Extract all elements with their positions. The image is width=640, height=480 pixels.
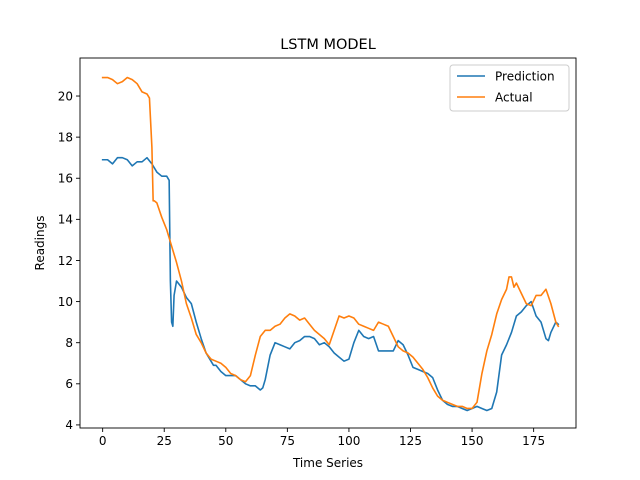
legend: Prediction Actual [449,64,570,112]
series-line-actual [101,76,560,410]
x-axis-label: Time Series [292,456,363,470]
series-layer [101,76,560,412]
x-tick-label: 25 [157,434,172,448]
axes: 0 25 50 75 100 125 150 175 4 6 8 10 12 14 16 18 20 [58,57,577,448]
legend-label-prediction: Prediction [495,69,555,83]
y-tick-label: 12 [58,254,73,268]
x-tick-label: 125 [399,434,422,448]
y-tick-label: 6 [65,377,73,391]
x-tick-label: 150 [461,434,484,448]
x-tick-label: 0 [99,434,107,448]
plot-background [80,58,576,428]
y-tick-label: 16 [58,172,73,186]
y-tick-label: 14 [58,213,73,227]
y-axis-label: Readings [33,216,47,271]
y-tick-label: 8 [65,336,73,350]
x-tick-label: 100 [337,434,360,448]
x-tick-label: 175 [522,434,545,448]
plot-frame [79,57,577,429]
chart-title: LSTM MODEL [280,37,376,53]
plot-area [80,58,576,428]
y-tick-label: 10 [58,295,73,309]
series-line-prediction [101,156,560,412]
legend-label-actual: Actual [495,90,533,104]
x-tick-label: 50 [218,434,233,448]
y-tick-label: 4 [65,418,73,432]
y-tick-label: 20 [58,89,73,103]
y-tick-label: 18 [58,130,73,144]
x-tick-label: 75 [280,434,295,448]
